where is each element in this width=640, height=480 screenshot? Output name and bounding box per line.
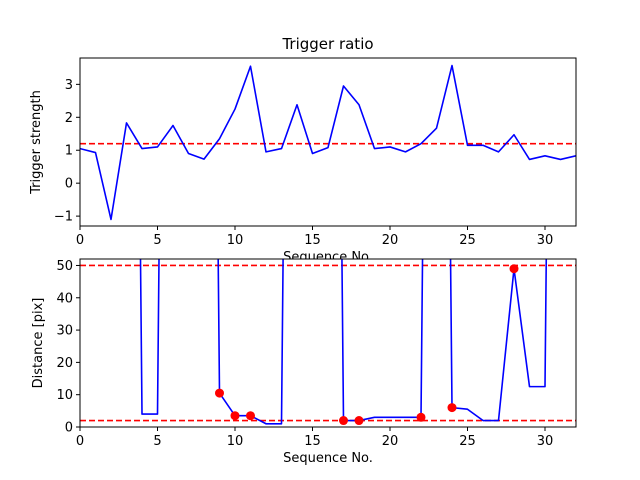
series-line-0 — [139, 259, 548, 425]
x-tick-label: 15 — [304, 233, 321, 248]
y-tick-label: 10 — [56, 388, 73, 403]
x-tick-label: 10 — [227, 233, 244, 248]
y-tick-label: 30 — [56, 324, 73, 339]
x-tick-label: 25 — [459, 434, 476, 449]
y-tick-label: 50 — [56, 259, 73, 274]
chart-title: Trigger ratio — [281, 35, 373, 53]
scatter-point — [354, 416, 364, 426]
x-axis-label: Sequence No. — [283, 451, 373, 466]
y-tick-label: 1 — [65, 144, 73, 159]
x-tick-label: 0 — [76, 434, 84, 449]
axes-frame — [79, 57, 577, 227]
y-axis-label: Trigger strength — [29, 90, 44, 195]
x-tick-label: 5 — [153, 434, 161, 449]
x-tick-label: 25 — [459, 233, 476, 248]
x-tick-label: 10 — [227, 434, 244, 449]
scatter-point — [339, 416, 348, 426]
y-tick-label: 0 — [65, 421, 73, 436]
plot-content — [80, 64, 576, 221]
y-tick-label: 3 — [65, 78, 73, 93]
scatter-point — [246, 411, 255, 421]
scatter-point — [230, 411, 240, 421]
y-tick-label: 2 — [65, 111, 73, 126]
y-tick-label: 40 — [56, 291, 73, 306]
scatter-point — [447, 403, 457, 413]
series-line-0 — [80, 64, 576, 221]
y-tick-label: 0 — [65, 177, 73, 192]
plot-area — [80, 259, 576, 427]
scatter-point — [509, 264, 519, 274]
scatter-point — [416, 412, 426, 422]
distance-panel: 0 5 10 15 20 25 30 0 10 20 30 40 50 Sequence No. Dista… — [31, 258, 577, 466]
scatter-point — [215, 388, 224, 398]
x-tick-label: 20 — [382, 233, 399, 248]
axes-frame — [79, 258, 577, 428]
y-tick-label: −1 — [54, 210, 73, 225]
x-tick-label: 20 — [382, 434, 399, 449]
plot-area — [80, 58, 576, 226]
x-tick-label: 5 — [153, 233, 161, 248]
plot-content — [80, 259, 576, 426]
x-tick-label: 0 — [76, 233, 84, 248]
y-tick-label: 20 — [56, 356, 73, 371]
x-tick-label: 30 — [537, 434, 554, 449]
y-axis-label: Distance [pix] — [31, 298, 46, 389]
x-tick-label: 30 — [537, 233, 554, 248]
x-tick-label: 15 — [304, 434, 321, 449]
